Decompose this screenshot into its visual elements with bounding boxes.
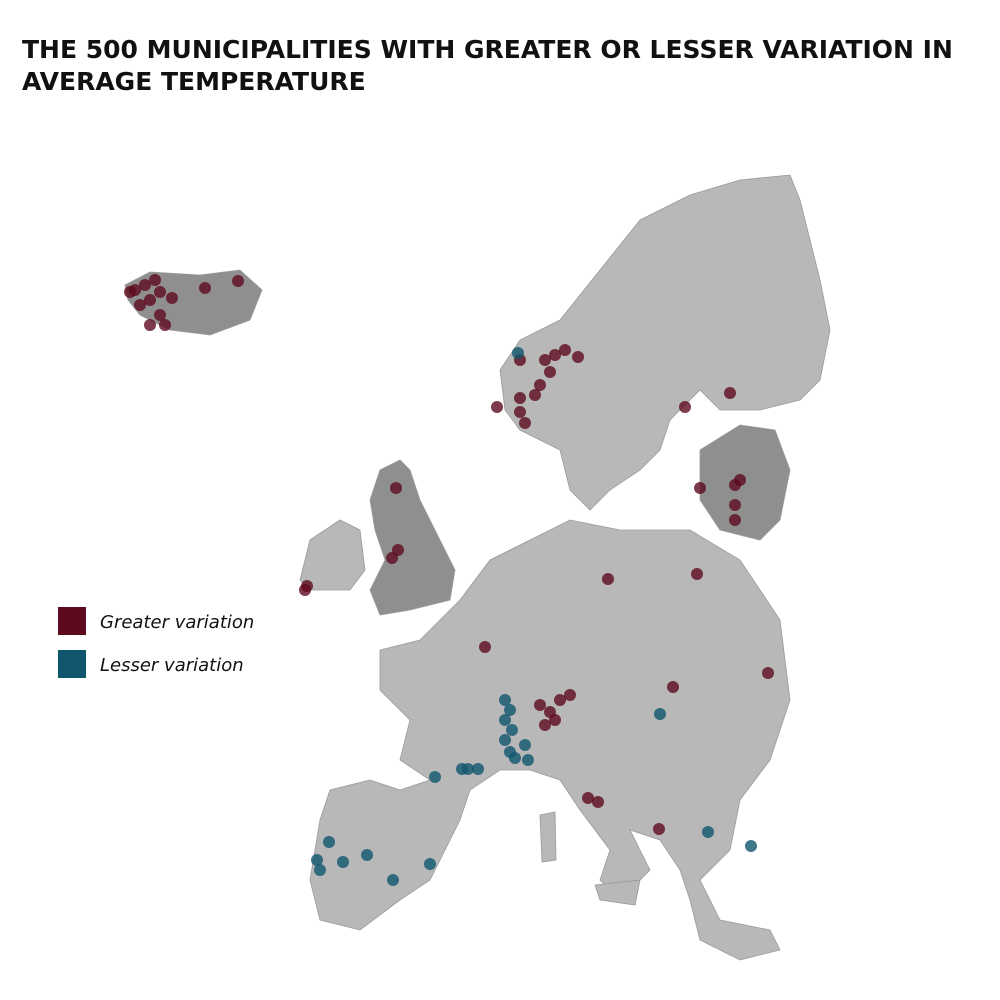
municipality-dot [387, 874, 399, 886]
legend: Greater variation Lesser variation [58, 607, 254, 678]
municipality-dot [479, 641, 491, 653]
municipality-dot [509, 752, 521, 764]
municipality-dot [534, 699, 546, 711]
municipality-dot [529, 389, 541, 401]
municipality-dot [134, 299, 146, 311]
municipality-dot [514, 406, 526, 418]
municipality-dot [424, 858, 436, 870]
municipality-dot [729, 499, 741, 511]
legend-swatch [58, 607, 86, 635]
municipality-dot [653, 823, 665, 835]
municipality-dot [159, 319, 171, 331]
municipality-dot [679, 401, 691, 413]
sicily [594, 879, 641, 906]
municipality-dot [559, 344, 571, 356]
municipality-dot [522, 754, 534, 766]
land [124, 174, 831, 961]
municipality-dot [592, 796, 604, 808]
continent [309, 519, 791, 961]
municipality-dot [544, 366, 556, 378]
municipality-dot [549, 714, 561, 726]
municipality-dot [232, 275, 244, 287]
municipality-dot [702, 826, 714, 838]
municipality-dot [472, 763, 484, 775]
municipality-dot [745, 840, 757, 852]
municipality-dot [499, 734, 511, 746]
municipality-dot [512, 347, 524, 359]
municipality-dot [519, 417, 531, 429]
municipality-dot [429, 771, 441, 783]
municipality-dots [124, 274, 774, 886]
municipality-dot [602, 573, 614, 585]
municipality-dot [572, 351, 584, 363]
municipality-dot [762, 667, 774, 679]
municipality-dot [514, 392, 526, 404]
municipality-dot [539, 719, 551, 731]
municipality-dot [734, 474, 746, 486]
municipality-dot [506, 724, 518, 736]
municipality-dot [144, 294, 156, 306]
municipality-dot [337, 856, 349, 868]
municipality-dot [667, 681, 679, 693]
scandinavia [499, 174, 831, 511]
municipality-dot [491, 401, 503, 413]
municipality-dot [724, 387, 736, 399]
legend-swatch [58, 650, 86, 678]
great-britain [369, 459, 456, 616]
municipality-dot [166, 292, 178, 304]
municipality-dot [311, 854, 323, 866]
municipality-dot [691, 568, 703, 580]
map-title: THE 500 MUNICIPALITIES WITH GREATER OR L… [22, 35, 953, 96]
municipality-dot [299, 584, 311, 596]
ireland [299, 519, 366, 591]
municipality-dot [144, 319, 156, 331]
sardinia [539, 811, 557, 863]
municipality-dot [549, 349, 561, 361]
municipality-dot [534, 379, 546, 391]
municipality-dot [154, 286, 166, 298]
municipality-dot [554, 694, 566, 706]
municipality-dot [124, 286, 136, 298]
municipality-dot [386, 552, 398, 564]
municipality-dot [323, 836, 335, 848]
municipality-dot [729, 514, 741, 526]
municipality-dot [139, 279, 151, 291]
municipality-dot [694, 482, 706, 494]
municipality-dot [314, 864, 326, 876]
legend-label: Greater variation [100, 612, 254, 633]
municipality-dot [564, 689, 576, 701]
municipality-dot [504, 704, 516, 716]
legend-label: Lesser variation [100, 655, 244, 676]
municipality-dot [519, 739, 531, 751]
municipality-dot [149, 274, 161, 286]
municipality-dot [361, 849, 373, 861]
municipality-dot [499, 694, 511, 706]
municipality-dot [199, 282, 211, 294]
municipality-dot [499, 714, 511, 726]
municipality-dot [390, 482, 402, 494]
municipality-dot [654, 708, 666, 720]
municipality-dot [154, 309, 166, 321]
municipality-dot [582, 792, 594, 804]
municipality-dot [462, 763, 474, 775]
municipality-dot [539, 354, 551, 366]
